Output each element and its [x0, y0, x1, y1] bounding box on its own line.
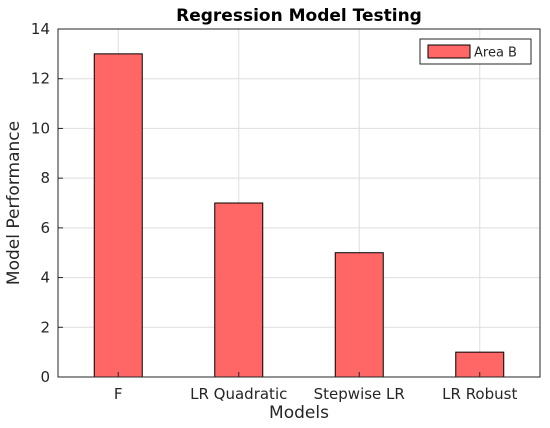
x-tick-label: LR Quadratic	[190, 385, 287, 403]
y-tick-label: 2	[40, 318, 50, 336]
y-axis-ticks: 0 2 4 6 8 10 12 14	[31, 20, 63, 386]
legend: Area B	[419, 38, 532, 65]
chart-title: Regression Model Testing	[176, 6, 422, 26]
y-tick-label: 12	[31, 70, 50, 88]
plot-frame	[57, 28, 541, 378]
bar-lr-quadratic	[214, 202, 264, 378]
y-axis-title: Model Performance	[4, 121, 24, 285]
y-tick-label: 4	[40, 269, 50, 287]
bars	[93, 53, 505, 378]
y-tick-label: 0	[40, 368, 50, 386]
bar-f	[93, 53, 143, 378]
legend-swatch	[427, 44, 471, 59]
x-axis-title: Models	[269, 403, 329, 423]
bar-stepwise-lr	[334, 252, 384, 378]
y-tick-label: 14	[31, 20, 50, 38]
legend-label: Area B	[474, 46, 517, 61]
x-tick-label: F	[114, 385, 123, 403]
x-axis-ticks: F LR Quadratic Stepwise LR LR Robust	[114, 372, 517, 403]
y-tick-label: 6	[40, 219, 50, 237]
x-tick-label: LR Robust	[442, 385, 517, 403]
x-tick-label: Stepwise LR	[314, 385, 405, 403]
y-tick-label: 8	[40, 169, 50, 187]
y-tick-label: 10	[31, 119, 50, 137]
